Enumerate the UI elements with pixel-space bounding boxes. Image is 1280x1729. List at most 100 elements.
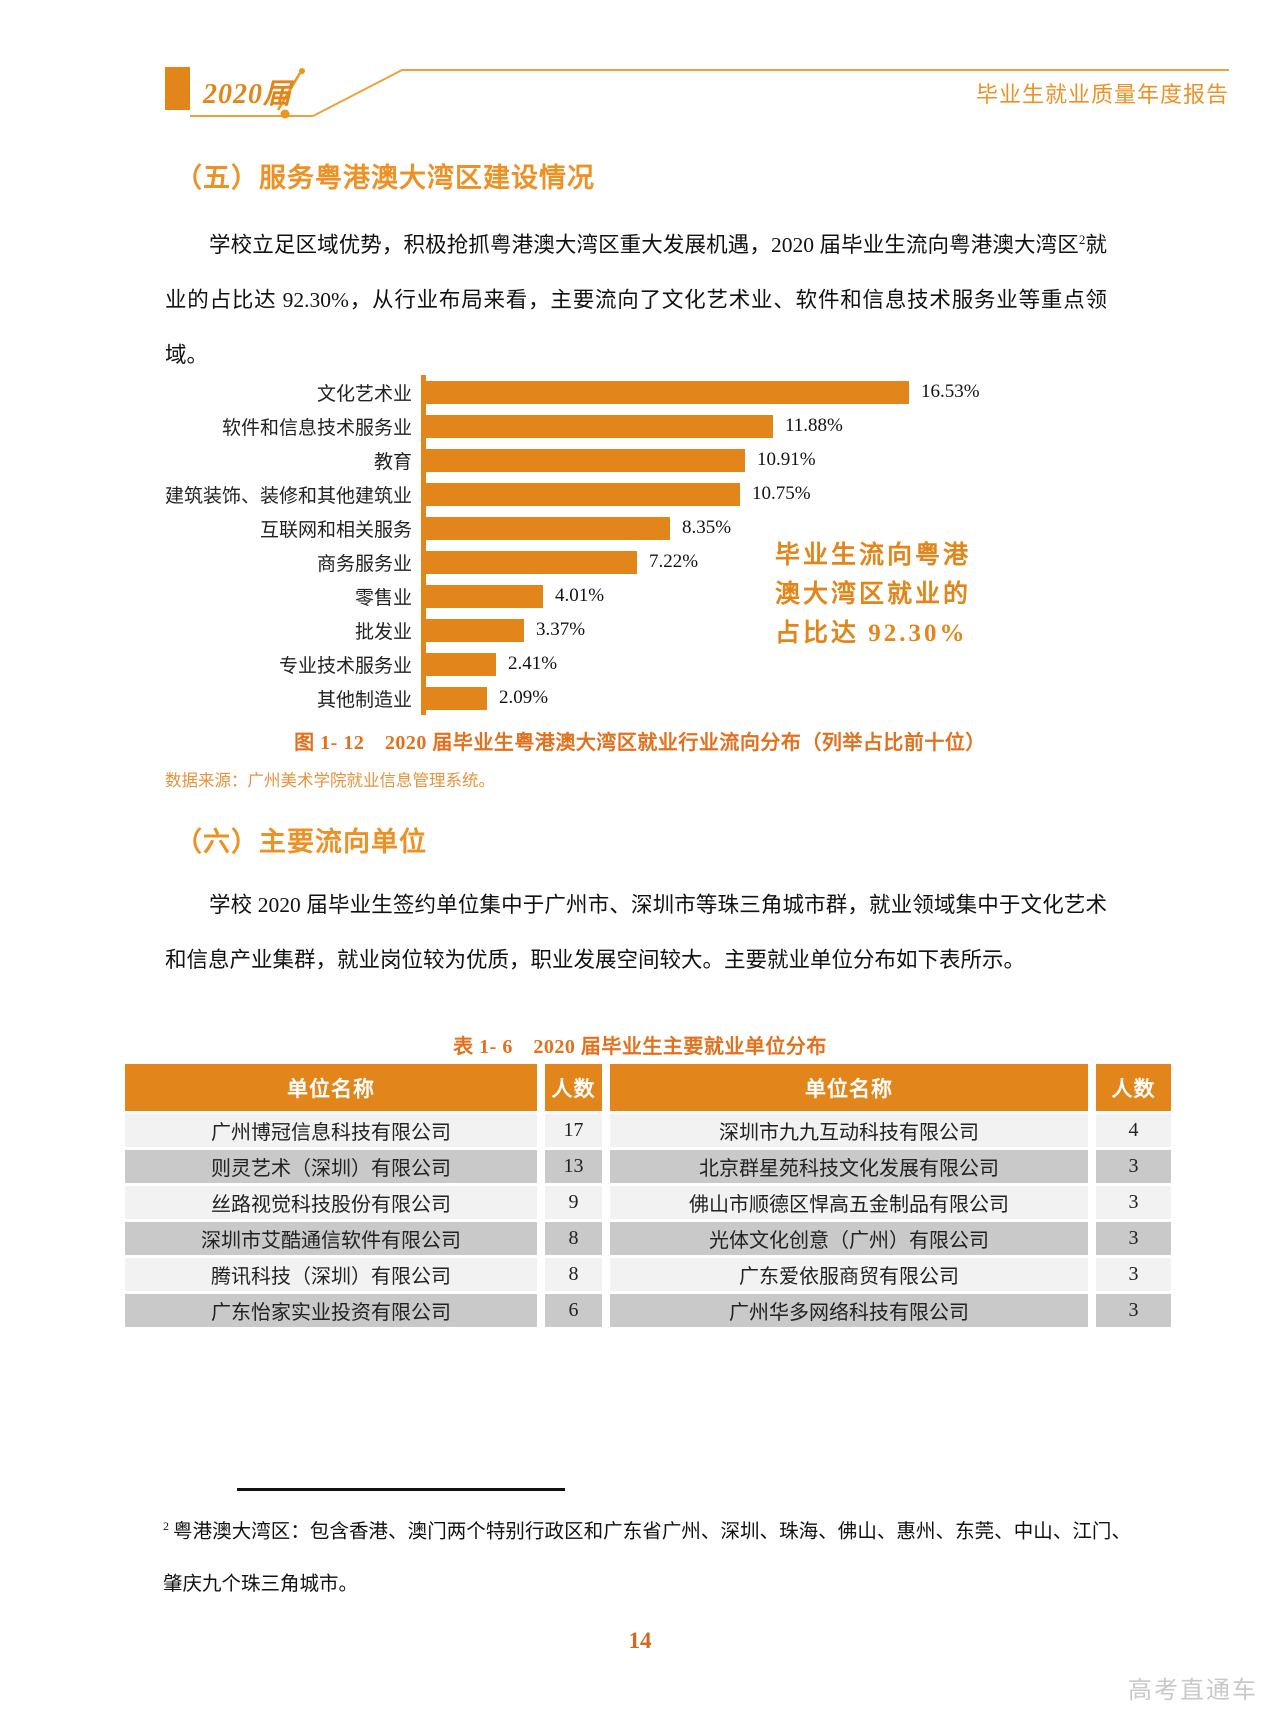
- bar-track: 10.75%: [421, 477, 1115, 511]
- bar-track: 16.53%: [421, 375, 1115, 409]
- bar-category-label: 批发业: [354, 621, 412, 643]
- bar-value-label: 8.35%: [682, 517, 732, 538]
- bar: [426, 414, 773, 438]
- industry-bar-chart: 文化艺术业 16.53% 软件和信息技术服务业 11.88% 教育 10.91% 建筑装饰、…: [165, 370, 1115, 720]
- table-cell: 4: [1096, 1114, 1171, 1147]
- header-orange-block: [165, 67, 190, 110]
- header-decoration-lines: [190, 68, 1229, 119]
- section5-paragraph: 学校立足区域优势，积极抢抓粤港澳大湾区重大发展机遇，2020 届毕业生流向粤港澳…: [165, 212, 1107, 383]
- table-cell: 广州华多网络科技有限公司: [610, 1294, 1088, 1327]
- bar: [426, 652, 496, 676]
- table-header-cell: 人数: [545, 1064, 602, 1111]
- table-cell: 光体文化创意（广州）有限公司: [610, 1222, 1088, 1255]
- section6-paragraph: 学校 2020 届毕业生签约单位集中于广州市、深圳市等珠三角城市群，就业领域集中…: [165, 893, 1107, 972]
- table-cell: 3: [1096, 1222, 1171, 1255]
- table-header-cell: 单位名称: [610, 1064, 1088, 1111]
- watermark: 高考直通车: [1128, 1677, 1258, 1704]
- bar: [426, 448, 745, 472]
- bar-category-label: 建筑装饰、装修和其他建筑业: [165, 485, 413, 507]
- figure-caption: 图 1- 12 2020 届毕业生粤港澳大湾区就业行业流向分布（列举占比前十位）: [294, 732, 986, 754]
- chart-bar-row: 专业技术服务业 2.41%: [165, 647, 1115, 681]
- bar: [426, 584, 543, 608]
- bar-value-label: 10.75%: [752, 483, 811, 504]
- bar-value-label: 16.53%: [921, 381, 980, 402]
- bar-track: 2.41%: [421, 647, 1115, 681]
- annotation-line-2: 澳大湾区就业的: [775, 581, 972, 608]
- bar: [426, 618, 524, 642]
- bar-category-label: 软件和信息技术服务业: [221, 417, 412, 439]
- annotation-line-3: 占比达 92.30%: [775, 620, 968, 647]
- table-cell: 13: [545, 1150, 602, 1183]
- table-cell: 深圳市九九互动科技有限公司: [610, 1114, 1088, 1147]
- page-number: 14: [628, 1628, 652, 1653]
- bar-value-label: 7.22%: [649, 551, 699, 572]
- bar: [426, 380, 909, 404]
- bar-track: 2.09%: [421, 681, 1115, 715]
- bar: [426, 516, 670, 540]
- table-cell: 8: [545, 1258, 602, 1291]
- footnote-divider: [237, 1488, 565, 1491]
- chart-bar-row: 互联网和相关服务 8.35%: [165, 511, 1115, 545]
- table-cell: 佛山市顺德区悍高五金制品有限公司: [610, 1186, 1088, 1219]
- employer-table: 单位名称 人数 单位名称 人数 广州博冠信息科技有限公司 17 深圳市九九互动科技有限公司 4…: [125, 1064, 1171, 1327]
- table-cell: 3: [1096, 1150, 1171, 1183]
- bar: [426, 686, 487, 710]
- chart-annotation: 毕业生流向粤港 澳大湾区就业的 占比达 92.30%: [775, 536, 1005, 653]
- bar-value-label: 2.09%: [499, 687, 549, 708]
- bar-category-label: 文化艺术业: [316, 383, 412, 405]
- bar-value-label: 10.91%: [757, 449, 816, 470]
- table-cell: 广东怡家实业投资有限公司: [125, 1294, 537, 1327]
- table-cell: 腾讯科技（深圳）有限公司: [125, 1258, 537, 1291]
- table-cell: 北京群星苑科技文化发展有限公司: [610, 1150, 1088, 1183]
- table-cell: 3: [1096, 1186, 1171, 1219]
- bar-track: 10.91%: [421, 443, 1115, 477]
- chart-bar-row: 商务服务业 7.22%: [165, 545, 1115, 579]
- data-source-note: 数据来源：广州美术学院就业信息管理系统。: [165, 771, 495, 790]
- bar-value-label: 11.88%: [785, 415, 843, 436]
- chart-bar-row: 零售业 4.01%: [165, 579, 1115, 613]
- bar: [426, 550, 637, 574]
- bar-category-label: 其他制造业: [316, 689, 412, 711]
- bar-track: 11.88%: [421, 409, 1115, 443]
- annotation-line-1: 毕业生流向粤港: [775, 542, 972, 569]
- bar: [426, 482, 740, 506]
- header-year-badge: 2020届: [203, 79, 293, 110]
- para1-text-after-footnote-marker: 就业的占比达 92.30%，从行业布局来看，主要流向了文化艺术业、软件和信息技术…: [165, 233, 1107, 368]
- bar-track: 3.37%: [421, 613, 1115, 647]
- bar-category-label: 教育: [373, 451, 412, 473]
- para1-text-before-footnote-marker: 学校立足区域优势，积极抢抓粤港澳大湾区重大发展机遇，2020 届毕业生流向粤港澳…: [209, 233, 1079, 258]
- table-cell: 深圳市艾酷通信软件有限公司: [125, 1222, 537, 1255]
- table-caption: 表 1- 6 2020 届毕业生主要就业单位分布: [453, 1036, 827, 1058]
- report-title: 毕业生就业质量年度报告: [975, 82, 1229, 107]
- table-cell: 17: [545, 1114, 602, 1147]
- table-cell: 丝路视觉科技股份有限公司: [125, 1186, 537, 1219]
- table-cell: 则灵艺术（深圳）有限公司: [125, 1150, 537, 1183]
- table-cell: 广州博冠信息科技有限公司: [125, 1114, 537, 1147]
- table-cell: 3: [1096, 1294, 1171, 1327]
- bar-track: 8.35%: [421, 511, 1115, 545]
- bar-category-label: 专业技术服务业: [278, 655, 412, 677]
- bar-value-label: 3.37%: [536, 619, 586, 640]
- bar-value-label: 4.01%: [555, 585, 605, 606]
- chart-bar-row: 批发业 3.37%: [165, 613, 1115, 647]
- bar-category-label: 零售业: [354, 587, 412, 609]
- table-cell: 3: [1096, 1258, 1171, 1291]
- chart-bar-row: 教育 10.91%: [165, 443, 1115, 477]
- page-header: 2020届 毕业生就业质量年度报告: [165, 60, 1231, 122]
- table-header-cell: 人数: [1096, 1064, 1171, 1111]
- bar-track: 4.01%: [421, 579, 1115, 613]
- table-cell: 广东爱依服商贸有限公司: [610, 1258, 1088, 1291]
- footnote-marker-superscript: 2: [1078, 232, 1086, 247]
- section5-title: （五）服务粤港澳大湾区建设情况: [175, 163, 595, 193]
- chart-bar-row: 建筑装饰、装修和其他建筑业 10.75%: [165, 477, 1115, 511]
- chart-bar-row: 软件和信息技术服务业 11.88%: [165, 409, 1115, 443]
- bar-value-label: 2.41%: [508, 653, 558, 674]
- table-cell: 8: [545, 1222, 602, 1255]
- chart-bar-row: 文化艺术业 16.53%: [165, 375, 1115, 409]
- section6-title: （六）主要流向单位: [175, 827, 427, 857]
- table-cell: 9: [545, 1186, 602, 1219]
- bar-chart-rows: 文化艺术业 16.53% 软件和信息技术服务业 11.88% 教育 10.91% 建筑装饰、…: [165, 375, 1115, 715]
- bar-category-label: 商务服务业: [316, 553, 412, 575]
- bar-category-label: 互联网和相关服务: [259, 519, 412, 541]
